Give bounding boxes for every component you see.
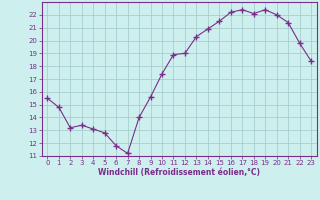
X-axis label: Windchill (Refroidissement éolien,°C): Windchill (Refroidissement éolien,°C): [98, 168, 260, 177]
